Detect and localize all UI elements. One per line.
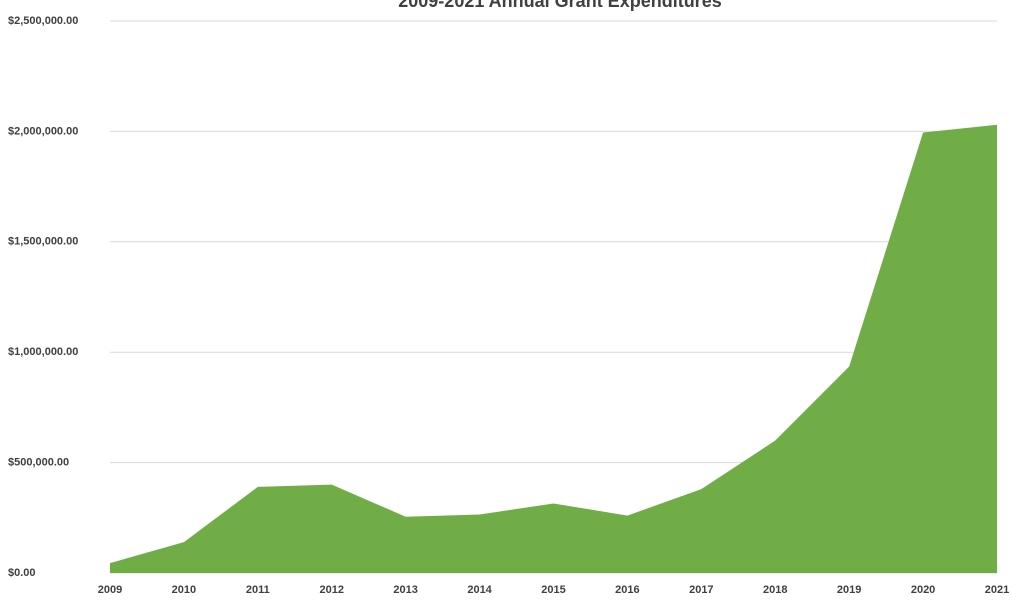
y-tick-label: $2,500,000.00 bbox=[8, 15, 78, 27]
x-tick-label: 2019 bbox=[837, 584, 861, 596]
y-tick-label: $2,000,000.00 bbox=[8, 125, 78, 137]
y-tick-label: $1,000,000.00 bbox=[8, 346, 78, 358]
x-tick-label: 2014 bbox=[467, 584, 492, 596]
x-tick-label: 2012 bbox=[320, 584, 344, 596]
x-tick-label: 2013 bbox=[393, 584, 417, 596]
x-tick-label: 2017 bbox=[689, 584, 713, 596]
x-tick-label: 2009 bbox=[98, 584, 122, 596]
y-tick-label: $500,000.00 bbox=[8, 457, 69, 469]
x-tick-label: 2018 bbox=[763, 584, 787, 596]
x-tick-label: 2021 bbox=[985, 584, 1009, 596]
chart-title: 2009-2021 Annual Grant Expenditures bbox=[398, 0, 721, 11]
x-tick-label: 2010 bbox=[172, 584, 196, 596]
y-tick-label: $0.00 bbox=[8, 567, 36, 579]
x-tick-label: 2011 bbox=[246, 584, 270, 596]
area bbox=[110, 124, 997, 573]
y-tick-label: $1,500,000.00 bbox=[8, 236, 78, 248]
x-tick-label: 2015 bbox=[541, 584, 565, 596]
x-tick-label: 2020 bbox=[911, 584, 935, 596]
x-tick-label: 2016 bbox=[615, 584, 639, 596]
